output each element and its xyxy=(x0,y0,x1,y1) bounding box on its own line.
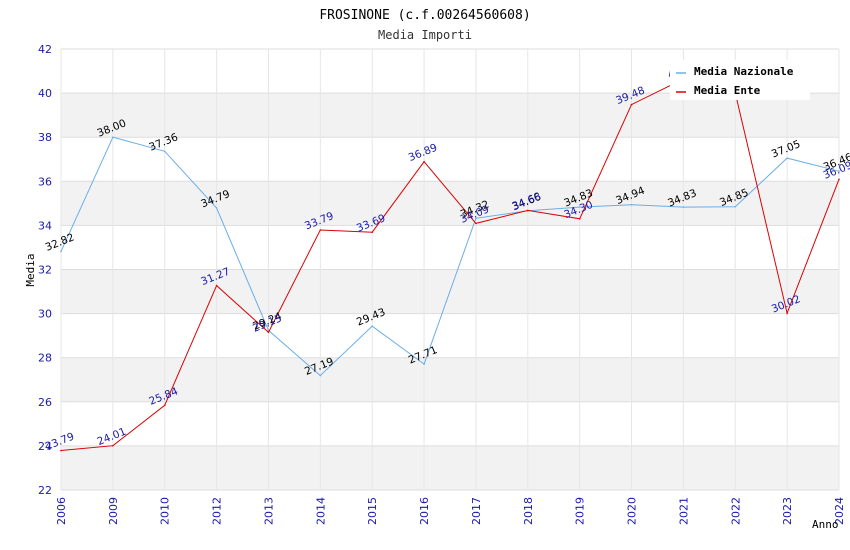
data-point xyxy=(60,250,62,253)
x-tick-label: 2010 xyxy=(159,497,172,525)
data-point xyxy=(371,231,374,234)
y-tick-label: 28 xyxy=(38,352,52,365)
x-tick-label: 2016 xyxy=(418,497,431,525)
y-tick-label: 26 xyxy=(38,396,52,409)
chart-title: FROSINONE (c.f.00264560608) xyxy=(319,8,530,23)
x-tick-label: 2018 xyxy=(522,497,535,525)
data-point xyxy=(163,404,166,407)
data-point xyxy=(630,203,633,206)
background-band xyxy=(61,313,839,358)
x-axis-ticks: 2006 2009 2010 2012 2013 2014 2015 2016 2017 2018… xyxy=(55,497,846,525)
x-tick-label: 2020 xyxy=(626,497,639,525)
x-tick-label: 2024 xyxy=(833,497,846,525)
data-point xyxy=(838,170,840,172)
background-band xyxy=(61,401,839,446)
chart-subtitle: Media Importi xyxy=(378,28,472,42)
x-tick-label: 2022 xyxy=(729,497,742,525)
x-tick-label: 2009 xyxy=(107,497,120,525)
data-point xyxy=(112,136,114,138)
x-tick-label: 2019 xyxy=(574,497,587,525)
background-band xyxy=(61,93,839,138)
data-point xyxy=(682,206,685,208)
x-tick-label: 2023 xyxy=(781,497,794,525)
data-point xyxy=(267,331,270,334)
legend-entry-ente: Media Ente xyxy=(694,84,761,97)
background-band xyxy=(61,181,839,226)
data-point xyxy=(371,325,374,327)
x-tick-label: 2013 xyxy=(262,497,275,525)
y-tick-label: 24 xyxy=(38,440,52,453)
data-point xyxy=(60,449,62,452)
y-tick-label: 40 xyxy=(38,87,52,100)
background-band xyxy=(61,357,839,402)
legend-entry-nazionale: Media Nazionale xyxy=(694,65,794,78)
legend: Media Nazionale Media Ente xyxy=(670,60,810,100)
x-tick-label: 2012 xyxy=(211,497,224,525)
data-point xyxy=(475,222,477,225)
x-tick-label: 2014 xyxy=(314,497,327,525)
x-tick-label: 2021 xyxy=(677,497,690,525)
y-tick-label: 42 xyxy=(38,43,52,56)
data-point xyxy=(163,150,166,153)
y-tick-label: 34 xyxy=(38,219,52,232)
x-axis-label: Anno xyxy=(812,518,839,531)
series-line-nazionale xyxy=(60,136,840,377)
data-point xyxy=(786,312,788,314)
data-point xyxy=(630,103,633,106)
legend-box xyxy=(670,60,810,100)
data-point xyxy=(734,205,737,208)
data-point xyxy=(838,178,840,181)
y-axis-ticks: 22 24 26 28 30 32 34 36 38 40 42 xyxy=(38,43,52,497)
data-point xyxy=(578,206,581,208)
x-tick-label: 2006 xyxy=(55,497,68,525)
y-tick-label: 30 xyxy=(38,308,52,321)
data-point xyxy=(786,157,788,159)
data-point xyxy=(578,217,581,220)
data-point xyxy=(215,207,218,209)
data-point xyxy=(319,374,322,377)
data-point xyxy=(319,229,322,231)
y-tick-label: 38 xyxy=(38,131,52,144)
y-tick-label: 32 xyxy=(38,264,52,277)
data-point xyxy=(527,209,529,212)
data-point xyxy=(423,160,425,163)
y-tick-label: 36 xyxy=(38,175,52,188)
data-point xyxy=(112,444,114,447)
y-axis-label: Media xyxy=(24,253,37,286)
x-tick-label: 2015 xyxy=(366,497,379,525)
data-point xyxy=(423,363,425,365)
background-band xyxy=(61,137,839,182)
gridlines xyxy=(60,48,840,491)
data-point xyxy=(215,284,218,287)
background-band xyxy=(61,225,839,270)
y-tick-label: 22 xyxy=(38,484,52,497)
background-band xyxy=(61,445,839,490)
data-point xyxy=(475,217,477,220)
x-tick-label: 2017 xyxy=(470,497,483,525)
